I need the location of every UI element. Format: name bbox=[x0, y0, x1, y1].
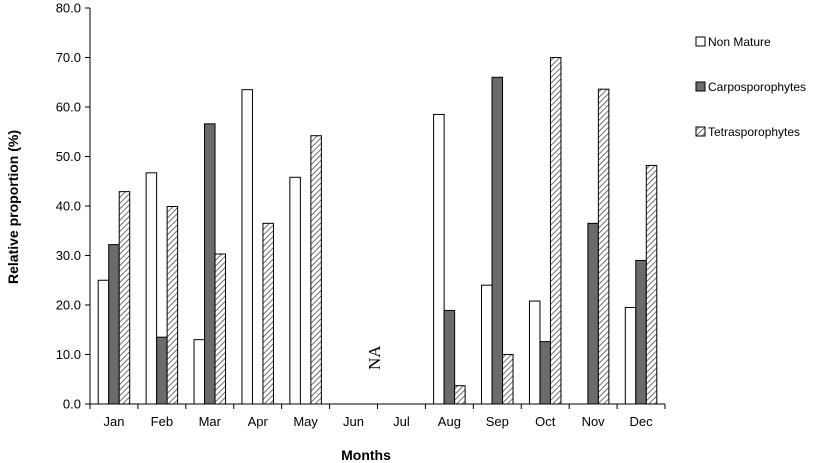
bar-dark-gray bbox=[204, 123, 216, 405]
x-tick-label: Apr bbox=[248, 414, 269, 429]
legend-swatch bbox=[695, 126, 706, 137]
x-tick-label: Dec bbox=[629, 414, 653, 429]
bar-white bbox=[624, 306, 637, 405]
x-tick-label: Mar bbox=[199, 414, 222, 429]
legend-label: Carposporophytes bbox=[708, 80, 806, 94]
bar-hatched bbox=[214, 253, 227, 405]
legend-swatch bbox=[695, 36, 706, 47]
legend-swatch bbox=[695, 81, 706, 92]
y-tick-label: 0.0 bbox=[63, 397, 81, 412]
x-axis: Jan Feb Mar Apr May Jun Jul Aug Sep Oct Nov Dec bbox=[89, 403, 666, 429]
bar-hatched bbox=[502, 354, 514, 405]
bar-dark-gray bbox=[587, 222, 599, 405]
bar-dark-gray bbox=[539, 341, 551, 405]
y-tick-label: 80.0 bbox=[56, 1, 81, 16]
bar-hatched bbox=[454, 385, 466, 405]
bar-white bbox=[289, 176, 301, 405]
y-tick-label: 20.0 bbox=[56, 298, 81, 313]
bar-hatched bbox=[118, 191, 131, 405]
bar-hatched bbox=[597, 88, 610, 405]
x-tick-label: Feb bbox=[151, 414, 173, 429]
x-tick-label: Jun bbox=[343, 414, 364, 429]
y-axis-title: Relative proportion (%) bbox=[5, 130, 21, 284]
legend: Non Mature Carposporophytes Tetrasporophyt… bbox=[695, 35, 806, 139]
bar-hatched bbox=[262, 222, 274, 405]
bar-hatched bbox=[166, 205, 179, 405]
bar-dark-gray bbox=[108, 244, 120, 405]
x-tick-label: Sep bbox=[486, 414, 509, 429]
bar-white bbox=[97, 279, 110, 405]
bar-dark-gray bbox=[635, 259, 647, 405]
bar-white bbox=[528, 300, 541, 405]
x-tick-label: Jan bbox=[103, 414, 124, 429]
bars bbox=[97, 57, 658, 405]
y-tick-label: 70.0 bbox=[56, 50, 81, 65]
bar-hatched bbox=[310, 135, 322, 405]
bar-white bbox=[433, 113, 445, 405]
bar-hatched bbox=[549, 57, 562, 405]
y-tick-label: 30.0 bbox=[56, 248, 81, 263]
bar-white bbox=[241, 89, 253, 405]
y-axis: 0.0 10.0 20.0 30.0 40.0 50.0 60.0 70.0 80.0 bbox=[56, 1, 91, 412]
bar-dark-gray bbox=[443, 309, 456, 405]
legend-label: Non Mature bbox=[708, 35, 771, 49]
x-tick-label: Nov bbox=[582, 414, 606, 429]
x-tick-label: Aug bbox=[438, 414, 461, 429]
bar-white bbox=[193, 339, 206, 405]
x-tick-label: Oct bbox=[535, 414, 556, 429]
x-axis-title: Months bbox=[341, 447, 391, 463]
y-tick-label: 40.0 bbox=[56, 199, 81, 214]
y-tick-label: 50.0 bbox=[56, 149, 81, 164]
bar-white bbox=[481, 284, 493, 405]
bar-white bbox=[145, 172, 158, 405]
y-tick-label: 10.0 bbox=[56, 347, 81, 362]
x-tick-label: Jul bbox=[393, 414, 410, 429]
legend-label: Tetrasporophytes bbox=[708, 125, 800, 139]
y-tick-label: 60.0 bbox=[56, 100, 81, 115]
bar-hatched bbox=[645, 164, 658, 405]
na-annotation: NA bbox=[365, 345, 384, 370]
x-tick-label: May bbox=[293, 414, 318, 429]
bar-dark-gray bbox=[156, 336, 168, 405]
bar-dark-gray bbox=[491, 76, 504, 405]
